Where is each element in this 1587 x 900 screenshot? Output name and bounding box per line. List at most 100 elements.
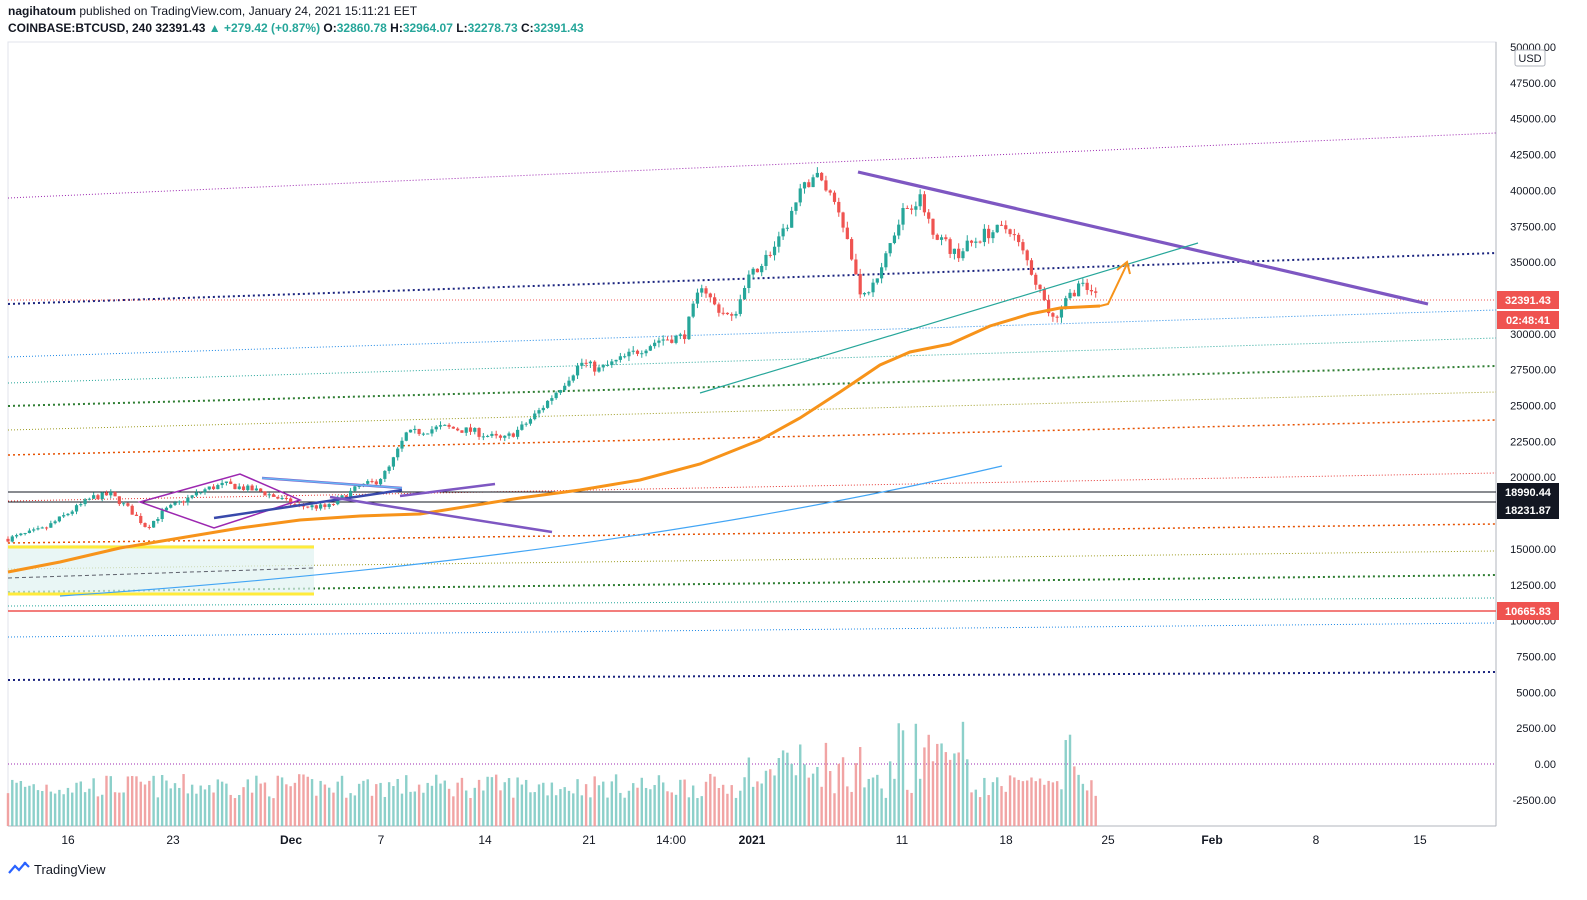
candle-body (293, 504, 297, 506)
volume-bar (987, 795, 990, 826)
volume-bar (272, 798, 275, 826)
candle-body (79, 504, 83, 506)
candle-body (164, 507, 169, 511)
candle-body (451, 426, 455, 429)
volume-bar (148, 780, 151, 826)
candle-body (888, 243, 892, 254)
candle-body (408, 429, 413, 433)
candle-body (233, 483, 237, 490)
volume-bar (105, 775, 108, 826)
currency-badge[interactable] (1514, 49, 1546, 67)
price-change: ▲ +279.42 (+0.87%) (208, 21, 321, 35)
candle-body (211, 486, 216, 490)
volume-bar (923, 747, 926, 826)
close-value: 32391.43 (533, 21, 584, 35)
volume-bar (169, 788, 172, 826)
candle-body (1072, 292, 1076, 297)
candle-body (237, 486, 241, 490)
candle-body (520, 424, 524, 430)
volume-bar (700, 796, 703, 826)
volume-bar (486, 776, 489, 826)
volume-bar (730, 785, 733, 826)
volume-bar (494, 774, 498, 826)
volume-bar (1060, 789, 1063, 826)
candle-body (430, 429, 434, 434)
volume-bar (858, 747, 862, 826)
candle-body (712, 297, 717, 305)
candle-body (104, 492, 109, 496)
volume-bar (683, 779, 686, 826)
candle-body (922, 194, 927, 213)
candle-body (854, 259, 858, 275)
volume-bar (610, 781, 614, 826)
volume-bar (512, 797, 515, 826)
volume-bar (816, 766, 819, 826)
candle-body (357, 486, 361, 488)
volume-bar (769, 769, 772, 826)
price-label-tag[interactable] (1497, 291, 1559, 309)
volume-bar (546, 795, 549, 826)
candle-body (199, 492, 203, 494)
candle-body (516, 429, 520, 437)
volume-bar (66, 787, 70, 826)
candle-body (995, 224, 999, 233)
candle-body (391, 457, 396, 467)
candle-body (246, 485, 250, 490)
volume-bar (781, 750, 785, 826)
candle-body (6, 538, 10, 542)
candle-body (1076, 283, 1081, 297)
time-tick-label: 25 (1101, 833, 1115, 847)
volume-bar (246, 779, 250, 826)
volume-bar (829, 771, 832, 826)
author-name[interactable]: nagihatoum (8, 4, 76, 18)
volume-bar (961, 721, 965, 826)
volume-bar (280, 777, 284, 826)
volume-bar (691, 785, 695, 826)
volume-bar (195, 793, 198, 826)
candle-body (742, 288, 747, 300)
volume-bar (756, 781, 759, 826)
candle-body (134, 514, 139, 516)
time-tick-label: 18 (999, 833, 1013, 847)
price-label-tag[interactable] (1497, 483, 1559, 501)
volume-bar (1064, 740, 1067, 826)
volume-bar (469, 797, 472, 826)
price-label-tag[interactable] (1497, 311, 1559, 329)
volume-bar (259, 783, 262, 826)
price-label-tag[interactable] (1497, 501, 1559, 519)
drawing-overlays (7, 170, 1429, 597)
candle-body (897, 224, 901, 236)
time-tick-label: 16 (61, 833, 75, 847)
candle-body (683, 334, 687, 340)
price-label-tag[interactable] (1497, 602, 1559, 620)
candle-body (319, 504, 323, 509)
volume-bar (1008, 775, 1012, 826)
volume-bar (807, 777, 810, 826)
candle-body (1017, 234, 1021, 243)
price-tick-label: 47500.00 (1510, 78, 1556, 90)
volume-bar (811, 773, 815, 826)
volume-bar (632, 783, 635, 826)
volume-bar (867, 778, 870, 826)
volume-bar (790, 763, 793, 826)
volume-bar (392, 786, 395, 826)
footer-brand[interactable]: TradingView (8, 861, 106, 877)
candle-body (152, 520, 156, 528)
time-tick-label: 14:00 (656, 833, 686, 847)
volume-bar (529, 792, 532, 826)
price-axis[interactable]: 50000.0047500.0045000.0042500.0040000.00… (1510, 42, 1556, 807)
candle-body (181, 501, 186, 503)
volume-bar (349, 793, 352, 826)
candle-body (207, 486, 211, 490)
candle-body (83, 499, 87, 505)
volume-bar (49, 791, 53, 826)
candle-body (550, 398, 554, 401)
candle-body (443, 424, 447, 426)
time-axis[interactable]: 16 23 Dec 7 14 21 14:00 2021 11 18 25 Feb 8 15 (61, 833, 1427, 847)
candle-body (670, 339, 674, 343)
volume-bar (584, 784, 588, 826)
candle-body (730, 314, 734, 316)
candle-body (344, 495, 348, 499)
price-tick-label: 27500.00 (1510, 365, 1556, 377)
